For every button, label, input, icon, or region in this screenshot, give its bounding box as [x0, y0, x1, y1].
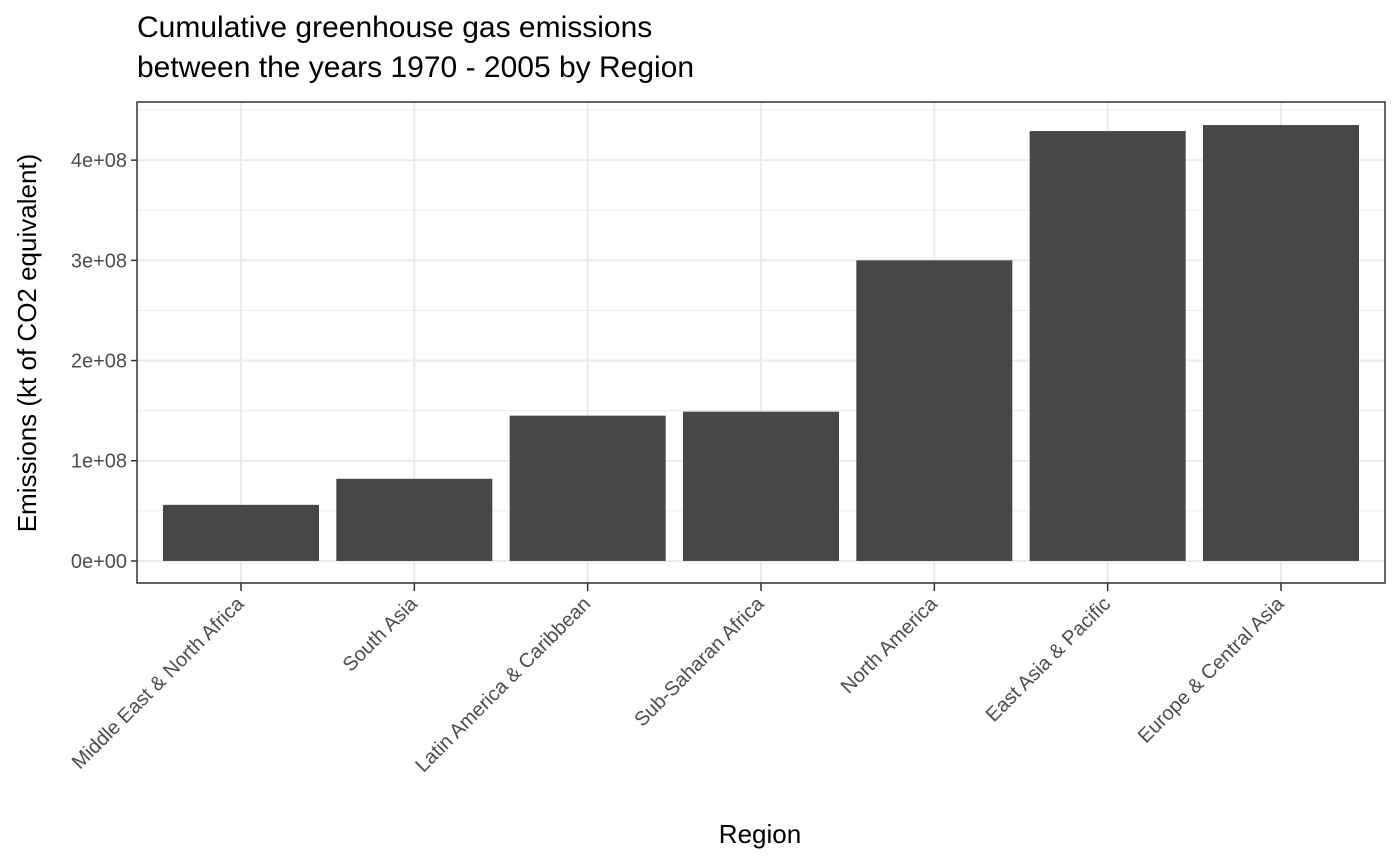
- x-tick-label: East Asia & Pacific: [982, 593, 1115, 726]
- x-tick-label: Middle East & North Africa: [68, 592, 249, 773]
- bar: [683, 411, 839, 561]
- chart-title-line1: Cumulative greenhouse gas emissions: [137, 11, 652, 44]
- y-tick-label: 3e+08: [71, 250, 127, 272]
- x-axis-title: Region: [719, 819, 801, 849]
- x-tick-label: Latin America & Caribbean: [411, 593, 595, 777]
- bar: [1203, 125, 1359, 561]
- bar: [336, 478, 493, 561]
- chart-title-line2: between the years 1970 - 2005 by Region: [137, 51, 694, 84]
- bar: [163, 504, 319, 561]
- x-tick-label: South Asia: [339, 592, 423, 676]
- y-axis-title: Emissions (kt of CO2 equivalent): [12, 154, 42, 533]
- plot-panel: 0e+00 1e+08 2e+08 3e+08 4e+08 Middle East & N…: [68, 101, 1386, 777]
- y-tick-label: 0e+00: [71, 551, 127, 573]
- y-tick-label: 4e+08: [71, 150, 127, 172]
- x-tick-label: North America: [837, 592, 943, 698]
- y-tick-label: 1e+08: [71, 451, 127, 473]
- x-tick-label: Sub-Saharan Africa: [630, 592, 769, 731]
- x-tick-label: Europe & Central Asia: [1134, 592, 1289, 747]
- bar: [509, 415, 666, 561]
- y-tick-label: 2e+08: [71, 351, 127, 373]
- bar: [856, 260, 1013, 561]
- bar: [1029, 131, 1186, 561]
